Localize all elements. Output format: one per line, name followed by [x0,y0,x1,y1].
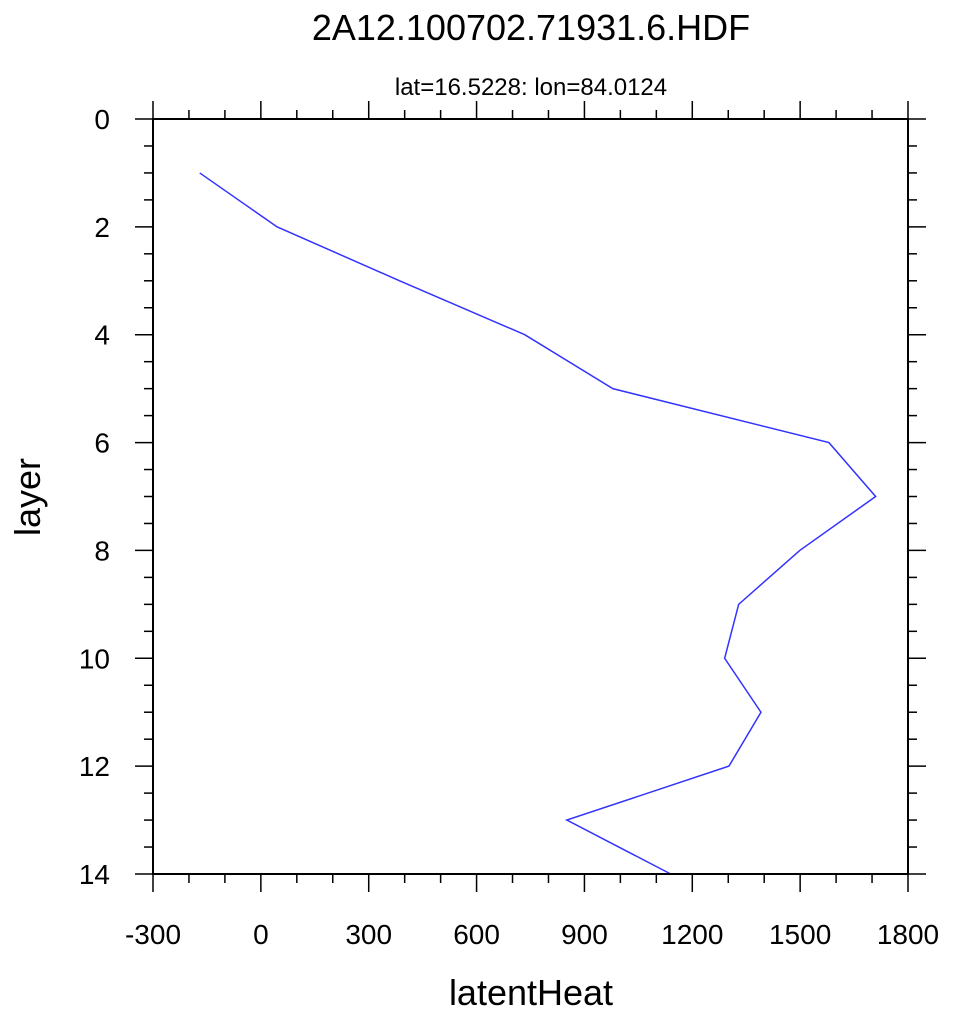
x-tick-label: 600 [453,919,500,950]
series-group [199,172,877,875]
x-tick-label: 0 [253,919,269,950]
tick-labels: -300 0 300 600 900 1200 1500 1800 0 2 4 6 8 10 12 14 [79,104,939,950]
x-tick-label: 1500 [769,919,831,950]
chart-title: 2A12.100702.71931.6.HDF [312,7,750,48]
chart-subtitle: lat=16.5228: lon=84.0124 [395,74,667,101]
y-tick-label: 8 [94,535,110,566]
y-tick-label: 14 [79,859,110,890]
series-line [199,172,877,875]
y-tick-label: 4 [94,320,110,351]
y-tick-label: 0 [94,104,110,135]
y-axis-label: layer [7,458,48,536]
x-tick-label: 300 [345,919,392,950]
y-tick-label: 12 [79,751,110,782]
y-tick-label: 6 [94,428,110,459]
x-tick-label: 1200 [661,919,723,950]
x-tick-label: 1800 [877,919,939,950]
y-tick-label: 10 [79,643,110,674]
x-tick-label: 900 [561,919,608,950]
axis-ticks [135,101,926,892]
x-tick-label: -300 [125,919,181,950]
x-axis-label: latentHeat [449,972,613,1013]
y-tick-label: 2 [94,212,110,243]
plot-frame [152,118,909,875]
